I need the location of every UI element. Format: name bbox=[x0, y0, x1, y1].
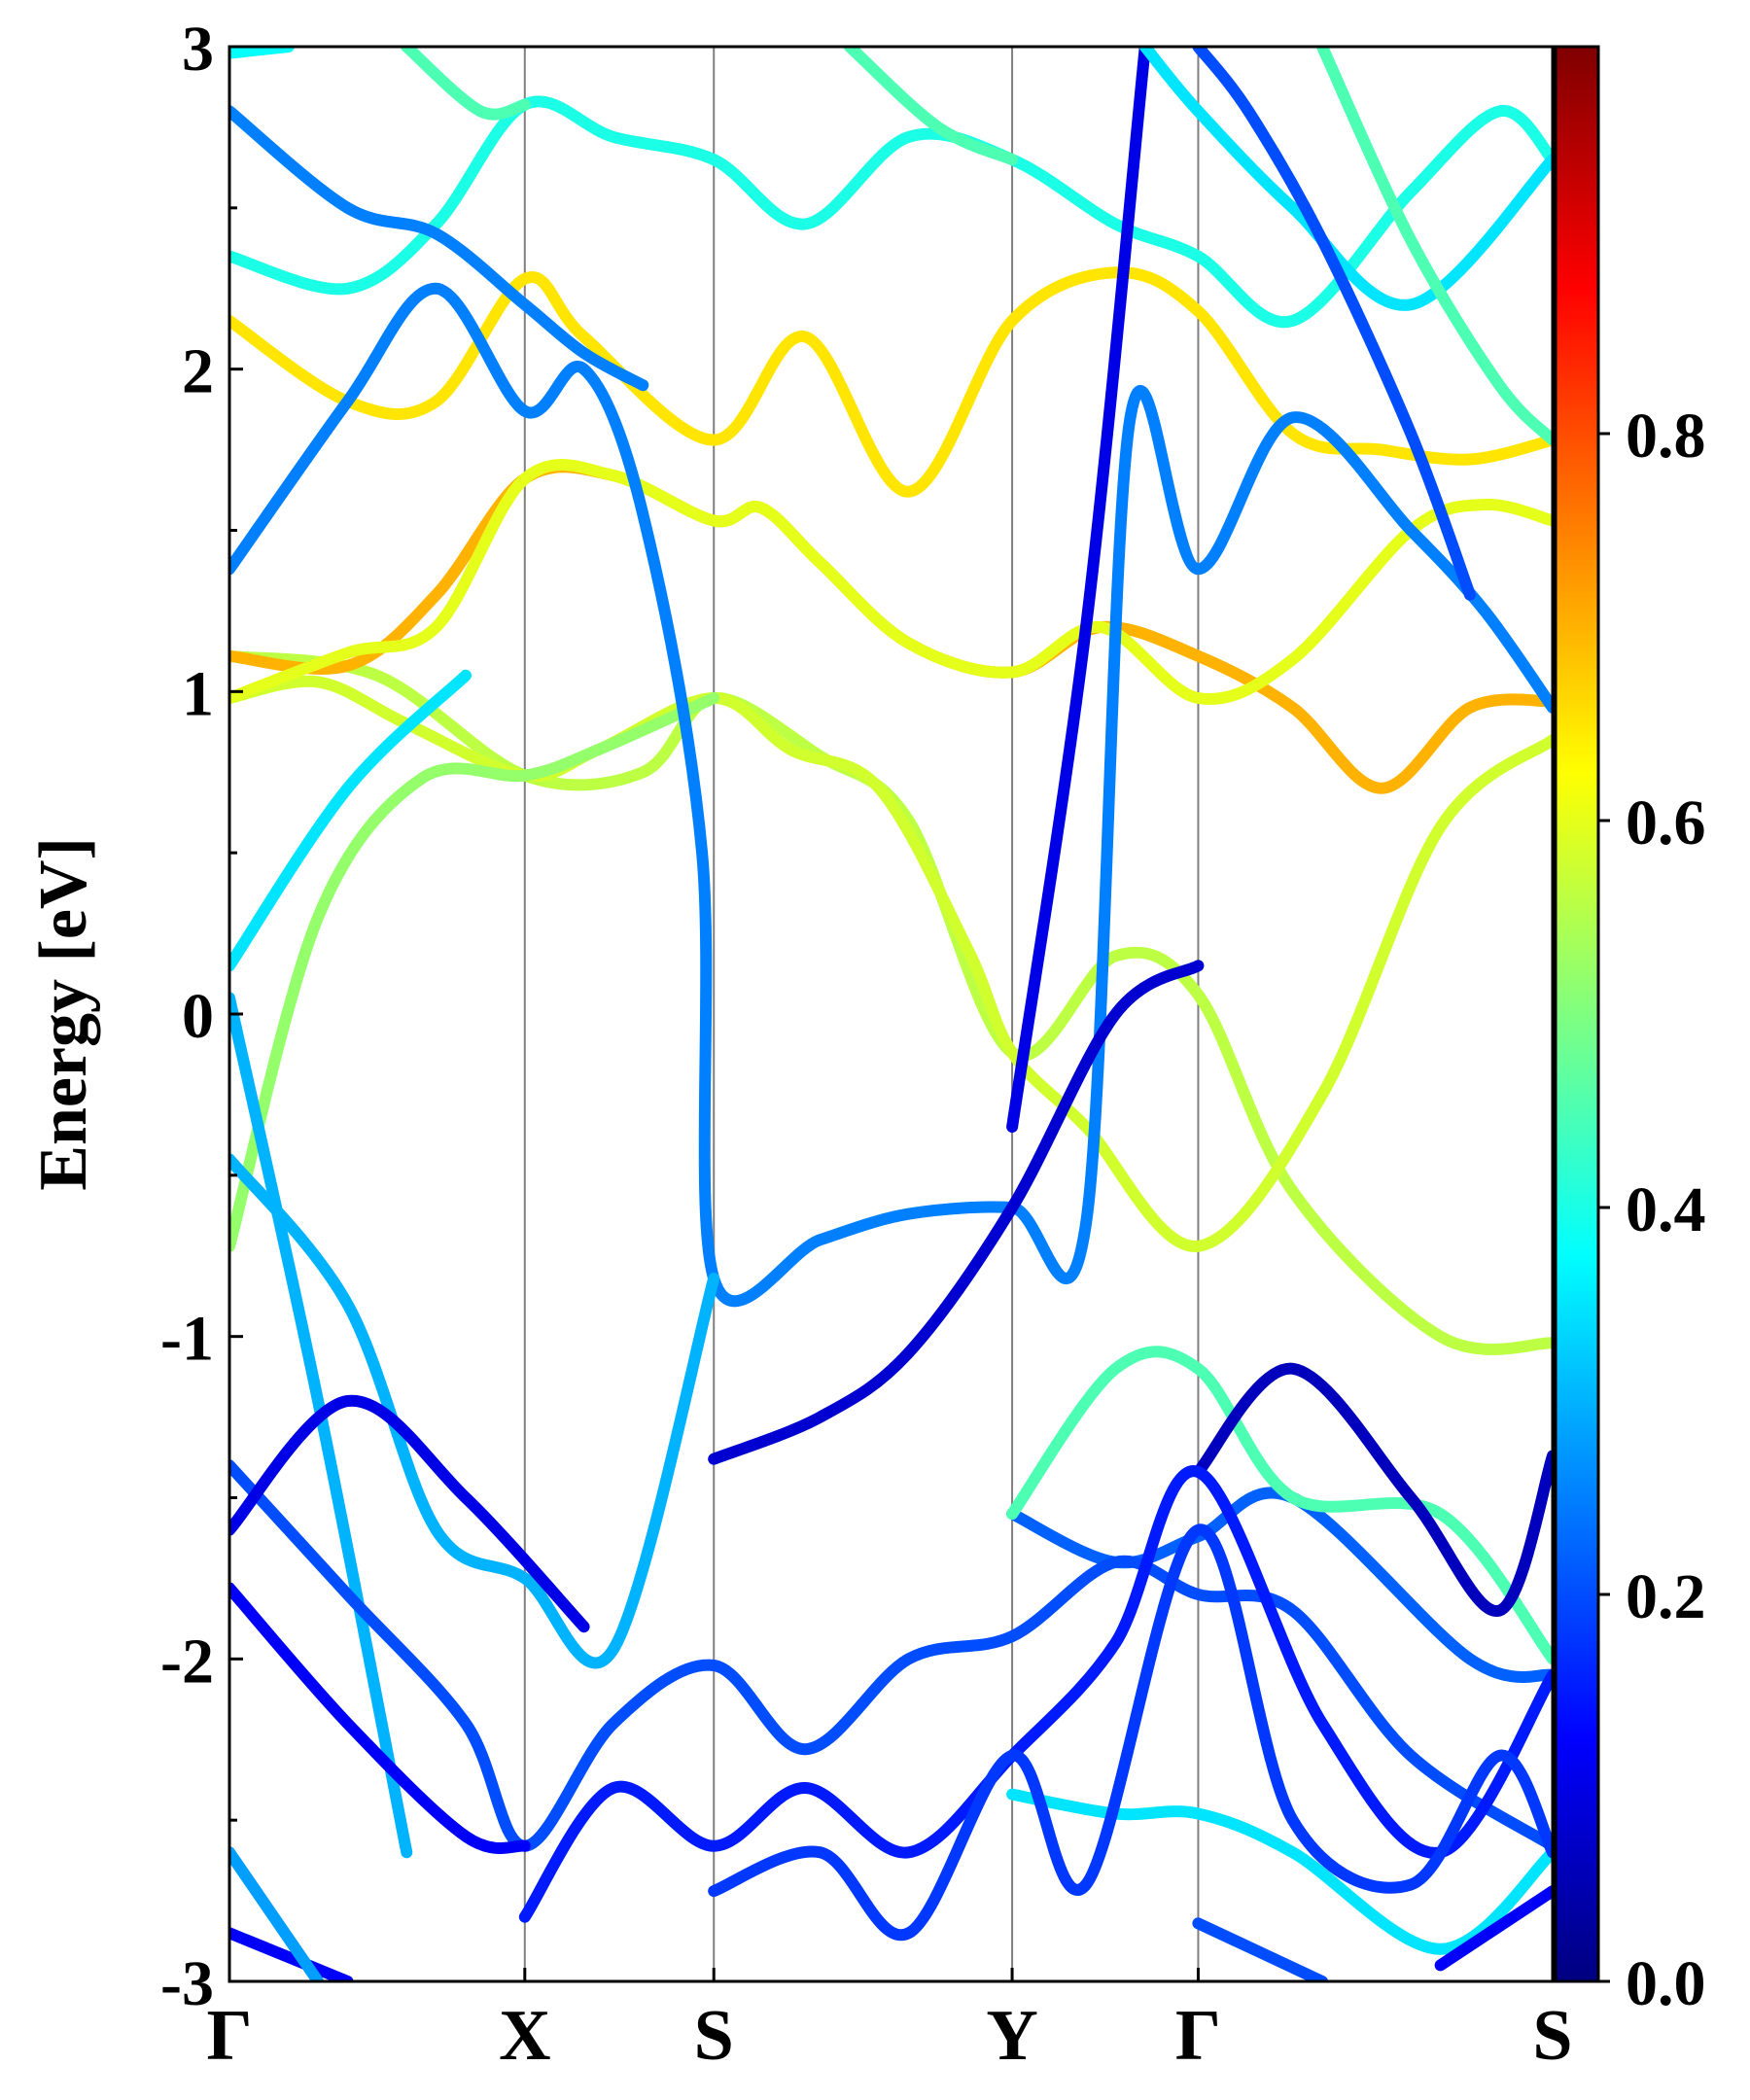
colorbar-ticks: 0.0 0.2 0.4 0.6 0.8 bbox=[1598, 401, 1706, 2019]
band-27 bbox=[1434, 1885, 1553, 1972]
colorbar bbox=[1554, 45, 1600, 1983]
band-21 bbox=[518, 1465, 1553, 1923]
band-7 bbox=[229, 95, 1553, 329]
band-24 bbox=[229, 1927, 354, 1981]
band-3 bbox=[229, 692, 720, 1252]
band-33 bbox=[1192, 47, 1476, 601]
band-16 bbox=[1006, 1346, 1553, 1665]
band-1 bbox=[229, 649, 1553, 1355]
y-tick-label: -3 bbox=[160, 1948, 214, 2019]
x-tick-label: Y bbox=[986, 1996, 1037, 2076]
y-tick-label: -1 bbox=[160, 1304, 214, 1375]
band-17 bbox=[229, 1459, 1553, 1852]
colorbar-tick-label: 0.4 bbox=[1626, 1174, 1706, 1245]
band-26 bbox=[229, 1846, 325, 1981]
x-tick-label: S bbox=[694, 1996, 734, 2076]
y-tick-label: -2 bbox=[160, 1626, 214, 1697]
y-tick-label: 3 bbox=[182, 14, 214, 85]
band-2 bbox=[229, 675, 1553, 1252]
band-28 bbox=[401, 47, 531, 121]
band-6 bbox=[229, 266, 1553, 498]
band-11 bbox=[708, 960, 1205, 1465]
band-18 bbox=[229, 1394, 590, 1633]
band-8 bbox=[229, 282, 1553, 1308]
y-axis-title: Energy [eV] bbox=[26, 837, 101, 1191]
band-12 bbox=[1006, 47, 1151, 1134]
y-tick-label: 2 bbox=[182, 336, 214, 407]
x-tick-label: S bbox=[1532, 1996, 1572, 2076]
band-14 bbox=[229, 1153, 720, 1669]
band-23 bbox=[708, 1523, 1553, 1942]
x-tick-label: Γ bbox=[206, 1996, 252, 2076]
band-19 bbox=[1192, 1362, 1553, 1617]
band-5 bbox=[229, 459, 1553, 705]
colorbar-tick-label: 0.8 bbox=[1626, 401, 1706, 472]
colorbar-tick-label: 0.0 bbox=[1626, 1948, 1706, 2019]
kpath-lines bbox=[523, 47, 1200, 1981]
band-9 bbox=[229, 105, 649, 392]
x-tick-label: Γ bbox=[1175, 1996, 1221, 2076]
y-tick-label: 1 bbox=[182, 658, 214, 729]
colorbar-tick-label: 0.2 bbox=[1626, 1561, 1706, 1632]
band-lines bbox=[229, 47, 1553, 1981]
band-29 bbox=[844, 47, 1019, 166]
band-25 bbox=[1192, 1917, 1328, 1981]
x-tick-label: X bbox=[499, 1996, 550, 2076]
y-axis-ticks: -3 -2 -1 0 1 2 3 bbox=[160, 14, 243, 2019]
band-31 bbox=[1316, 47, 1553, 446]
band-10 bbox=[229, 669, 472, 972]
colorbar-tick-label: 0.6 bbox=[1626, 788, 1706, 858]
band-15 bbox=[229, 992, 413, 1859]
y-tick-label: 0 bbox=[182, 981, 214, 1052]
band-20 bbox=[229, 1582, 531, 1855]
